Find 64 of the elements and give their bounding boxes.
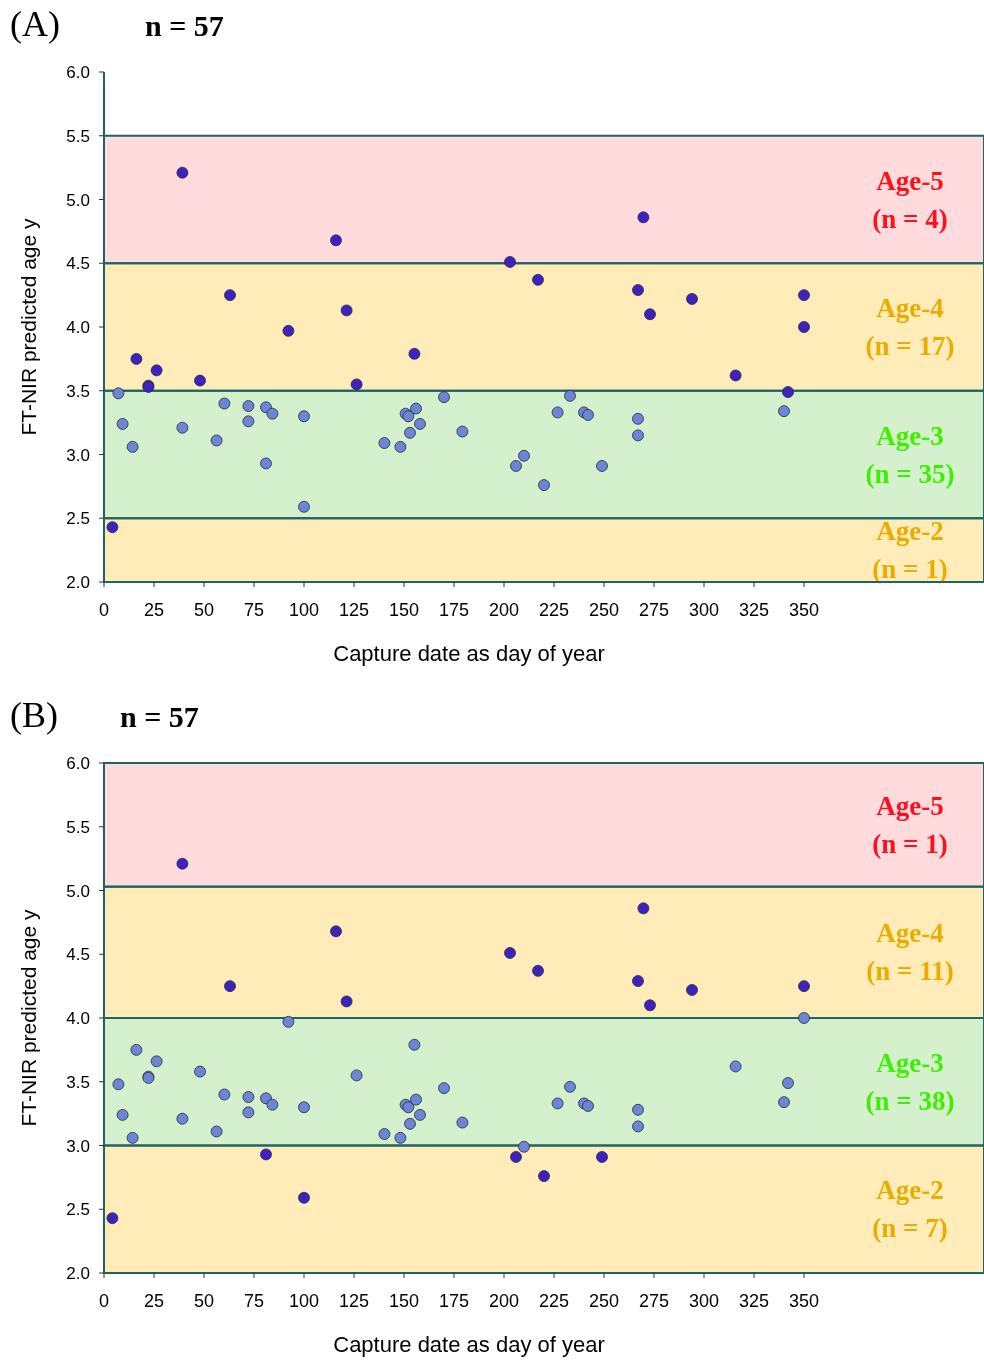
x-tick-label: 325 (738, 600, 770, 620)
y-axis-title: FT-NIR predicted age y (17, 908, 40, 1127)
band-label: Age-3 (n = 35) (865, 420, 955, 489)
x-tick-label: 50 (193, 1291, 215, 1311)
x-tick-label: 75 (243, 1291, 265, 1311)
y-tick-label: 4.0 (66, 318, 90, 337)
y-tick-label: 2.5 (66, 509, 90, 529)
x-tick-label: 250 (588, 1291, 620, 1311)
x-tick-label: 0 (98, 600, 110, 620)
band-label: Age-5 (n = 1) (872, 790, 948, 859)
x-tick-label: 0 (98, 1291, 110, 1311)
x-tick-label: 200 (488, 1291, 520, 1311)
x-tick-label: 125 (338, 600, 370, 620)
y-tick-label: 4.5 (66, 945, 90, 965)
x-tick-label: 25 (143, 1291, 165, 1311)
x-tick-label: 50 (193, 600, 215, 620)
x-tick-label: 275 (638, 1291, 670, 1311)
x-tick-label: 225 (538, 1291, 570, 1311)
y-tick-label: 5.5 (66, 126, 90, 146)
y-tick-label: 3.0 (66, 445, 90, 465)
band-label: Age-4 (n = 17) (865, 293, 955, 361)
band-label: Age-2 (n = 7) (872, 1175, 948, 1244)
x-tick-label: 100 (288, 1291, 320, 1311)
x-tick-label: 175 (438, 600, 470, 620)
x-tick-label: 325 (738, 1291, 770, 1311)
y-tick-label: 5.5 (66, 817, 90, 837)
y-tick-label: 4.0 (66, 1009, 90, 1028)
y-axis-title: FT-NIR predicted age y (17, 217, 40, 436)
x-tick-label: 350 (788, 600, 820, 620)
y-tick-label: 5.0 (66, 881, 90, 901)
x-tick-label: 175 (438, 1291, 470, 1311)
y-tick-label: 6.0 (66, 754, 90, 773)
x-axis-title: Capture date as day of year (333, 641, 605, 666)
chart-title: (B) (10, 695, 58, 735)
y-tick-label: 2.0 (66, 573, 90, 592)
band-label: Age-5 (n = 4) (872, 165, 948, 234)
y-tick-label: 6.0 (66, 63, 90, 82)
x-tick-label: 225 (538, 600, 570, 620)
x-tick-label: 100 (288, 600, 320, 620)
band-label: Age-2 (n = 1) (872, 516, 948, 585)
band-label: Age-4 (n = 11) (866, 918, 954, 987)
y-tick-label: 2.5 (66, 1200, 90, 1220)
x-tick-label: 250 (588, 600, 620, 620)
y-tick-label: 3.5 (66, 1072, 90, 1092)
y-tick-label: 4.5 (66, 254, 90, 274)
y-tick-label: 2.0 (66, 1264, 90, 1283)
x-tick-label: 125 (338, 1291, 370, 1311)
x-tick-label: 75 (243, 600, 265, 620)
chart-subtitle: n = 57 (120, 700, 199, 733)
y-tick-label: 3.0 (66, 1136, 90, 1156)
x-tick-label: 300 (688, 600, 720, 620)
x-tick-label: 275 (638, 600, 670, 620)
chart-title: (A) (10, 4, 60, 44)
x-tick-label: 350 (788, 1291, 820, 1311)
chart-subtitle: n = 57 (145, 9, 224, 42)
x-tick-label: 200 (488, 600, 520, 620)
y-tick-label: 3.5 (66, 381, 90, 401)
band-label: Age-3 (n = 38) (865, 1047, 955, 1116)
x-tick-label: 150 (388, 1291, 420, 1311)
x-tick-label: 25 (143, 600, 165, 620)
x-tick-label: 300 (688, 1291, 720, 1311)
y-tick-label: 5.0 (66, 190, 90, 210)
x-tick-label: 150 (388, 600, 420, 620)
x-axis-title: Capture date as day of year (333, 1332, 605, 1357)
